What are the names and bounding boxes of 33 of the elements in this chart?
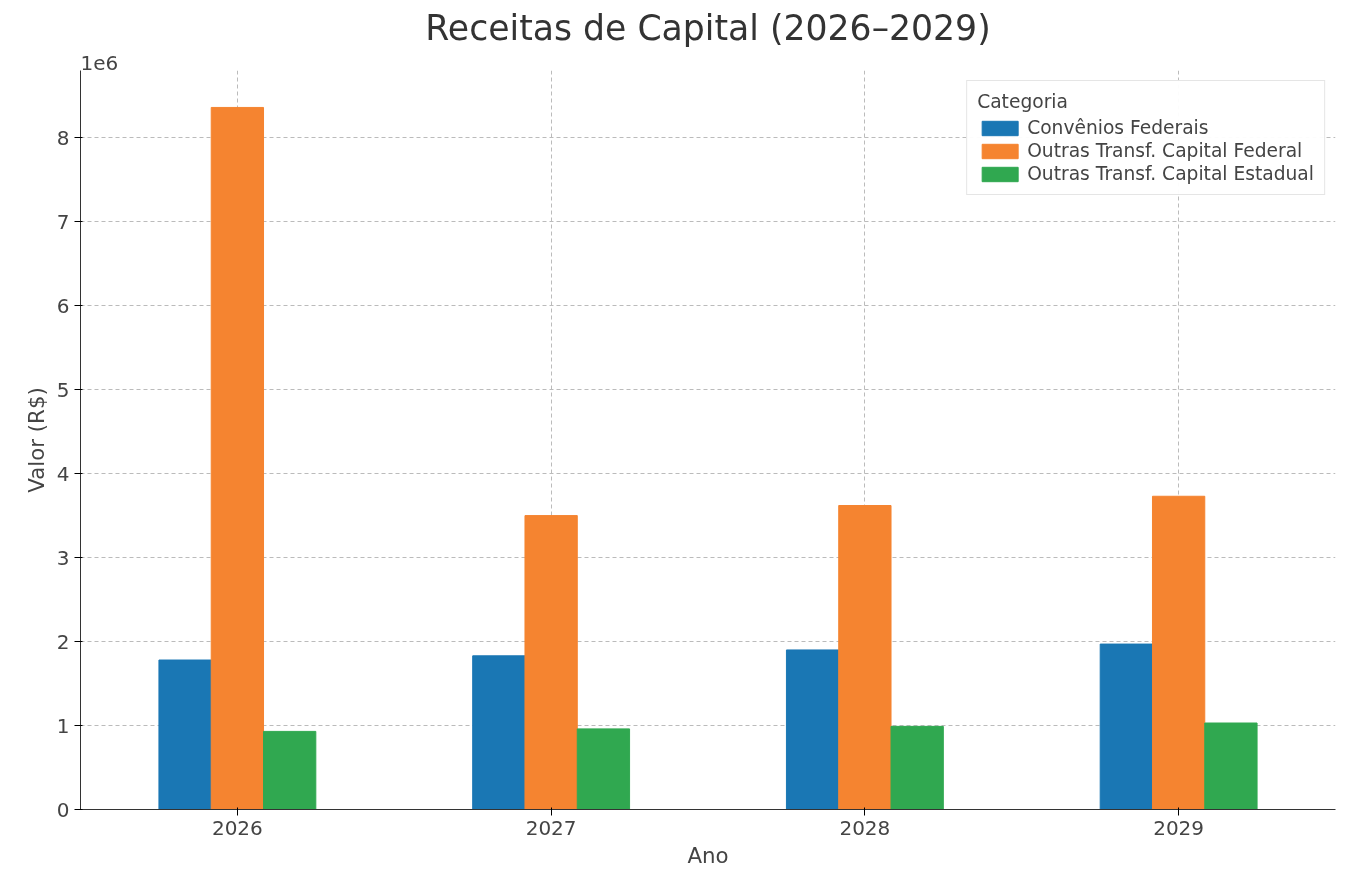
legend-label: Outras Transf. Capital Federal	[1027, 140, 1303, 161]
y-tick-label: 8	[56, 125, 70, 150]
x-axis-title: Ano	[687, 842, 729, 868]
bar	[890, 725, 944, 810]
y-tick-label: 0	[56, 797, 70, 822]
annotation: 1e6	[80, 50, 119, 75]
y-tick-label: 4	[56, 461, 70, 486]
y-tick-label: 5	[56, 377, 70, 402]
bar	[524, 515, 578, 810]
y-tick-label: 3	[56, 545, 70, 570]
y-axis-title: Valor (R$)	[23, 387, 49, 493]
y-tick-label: 7	[56, 209, 70, 234]
legend-label: Convênios Federais	[1027, 117, 1209, 138]
bar	[1204, 722, 1258, 810]
bar	[1151, 495, 1206, 810]
bar	[785, 649, 840, 810]
x-tick-label: 2028	[839, 815, 891, 840]
bar	[1099, 643, 1153, 810]
bar	[576, 728, 631, 810]
y-tick-label: 6	[56, 293, 70, 318]
legend-label: Outras Transf. Capital Estadual	[1027, 163, 1314, 184]
x-tick-label: 2027	[525, 815, 577, 840]
y-tick-label: 2	[56, 629, 70, 654]
legend-title: Categoria	[977, 91, 1069, 112]
bar	[472, 655, 526, 810]
x-tick-label: 2029	[1153, 815, 1205, 840]
bar	[263, 730, 317, 810]
bar	[210, 106, 265, 810]
bar	[158, 659, 212, 810]
x-tick-label: 2026	[211, 815, 263, 840]
bar	[838, 505, 892, 810]
y-tick-label: 1	[56, 713, 70, 738]
chart-title: Receitas de Capital (2026–2029)	[425, 7, 991, 48]
